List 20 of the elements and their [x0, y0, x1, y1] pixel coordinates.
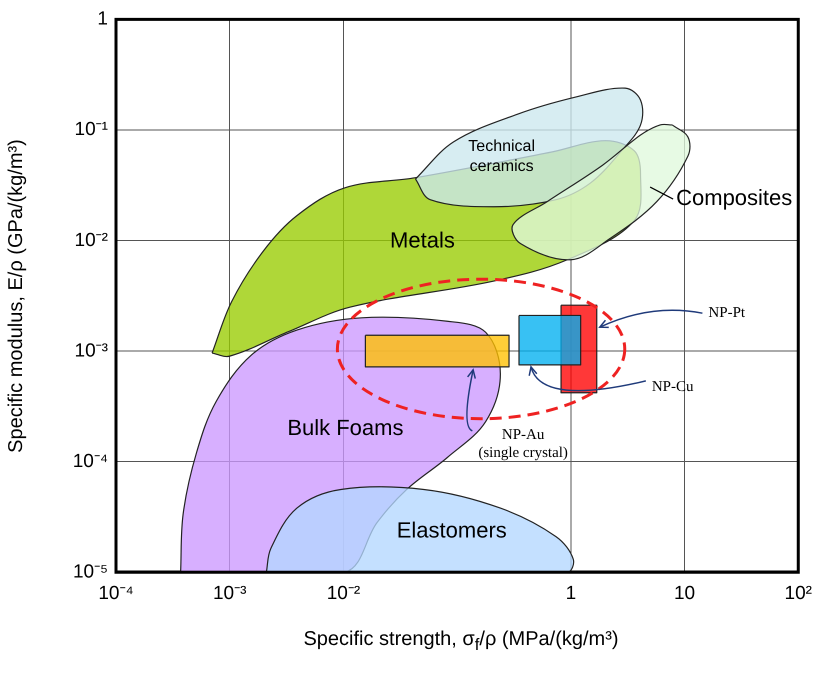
x-tick-label: 10⁻⁴	[98, 582, 134, 604]
series-label: Technical ceramics	[468, 138, 535, 176]
y-tick-label: 10⁻³	[74, 340, 108, 362]
series-label: Metals	[390, 227, 455, 252]
y-axis-title: Specific modulus, E/ρ (GPa/(kg/m³)	[5, 138, 28, 455]
series-label: Bulk Foams	[287, 415, 404, 440]
series-label: Elastomers	[396, 518, 507, 543]
x-tick-label: 10⁻²	[326, 582, 360, 604]
text: NP-Pt	[708, 305, 746, 322]
y-tick-label: 10⁻²	[74, 230, 108, 251]
x-tick-label: 10²	[784, 582, 812, 604]
x-tick-label: 10	[674, 582, 696, 604]
x-axis-title: Specific strength, σ$_{f}$/ρ (MPa/(kg/m³)	[302, 628, 620, 655]
y-tick-label: 10⁻⁴	[72, 450, 108, 472]
x-tick-label: 1	[566, 582, 576, 604]
y-tick-label: 10⁻¹	[74, 119, 108, 140]
y-tick-label: 10⁻⁵	[72, 561, 108, 582]
y-tick-label: 1	[97, 8, 108, 30]
text: NP-Au (single crystal)	[478, 426, 568, 461]
x-tick-label: 10⁻³	[212, 582, 246, 604]
